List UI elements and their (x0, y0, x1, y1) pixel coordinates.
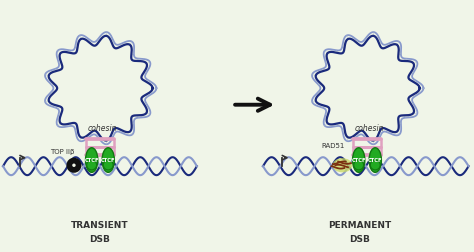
Ellipse shape (103, 160, 113, 170)
Ellipse shape (370, 160, 380, 170)
Text: CTCF: CTCF (368, 158, 383, 163)
Ellipse shape (87, 160, 97, 170)
Text: DSB: DSB (90, 235, 110, 244)
Ellipse shape (353, 148, 365, 172)
Text: CTCF: CTCF (101, 158, 116, 163)
Ellipse shape (102, 148, 114, 172)
Text: cohesin: cohesin (355, 124, 384, 133)
Text: TOP IIβ: TOP IIβ (50, 149, 74, 155)
Text: CTCF: CTCF (84, 158, 99, 163)
Text: RAD51: RAD51 (321, 143, 345, 149)
Text: CTCF: CTCF (351, 158, 366, 163)
Ellipse shape (369, 148, 382, 172)
Text: TRANSIENT: TRANSIENT (71, 221, 129, 230)
Ellipse shape (332, 158, 352, 172)
Text: DSB: DSB (349, 235, 370, 244)
Text: cohesin: cohesin (88, 124, 117, 133)
Ellipse shape (354, 160, 364, 170)
Text: PERMANENT: PERMANENT (328, 221, 392, 230)
Ellipse shape (85, 148, 98, 172)
